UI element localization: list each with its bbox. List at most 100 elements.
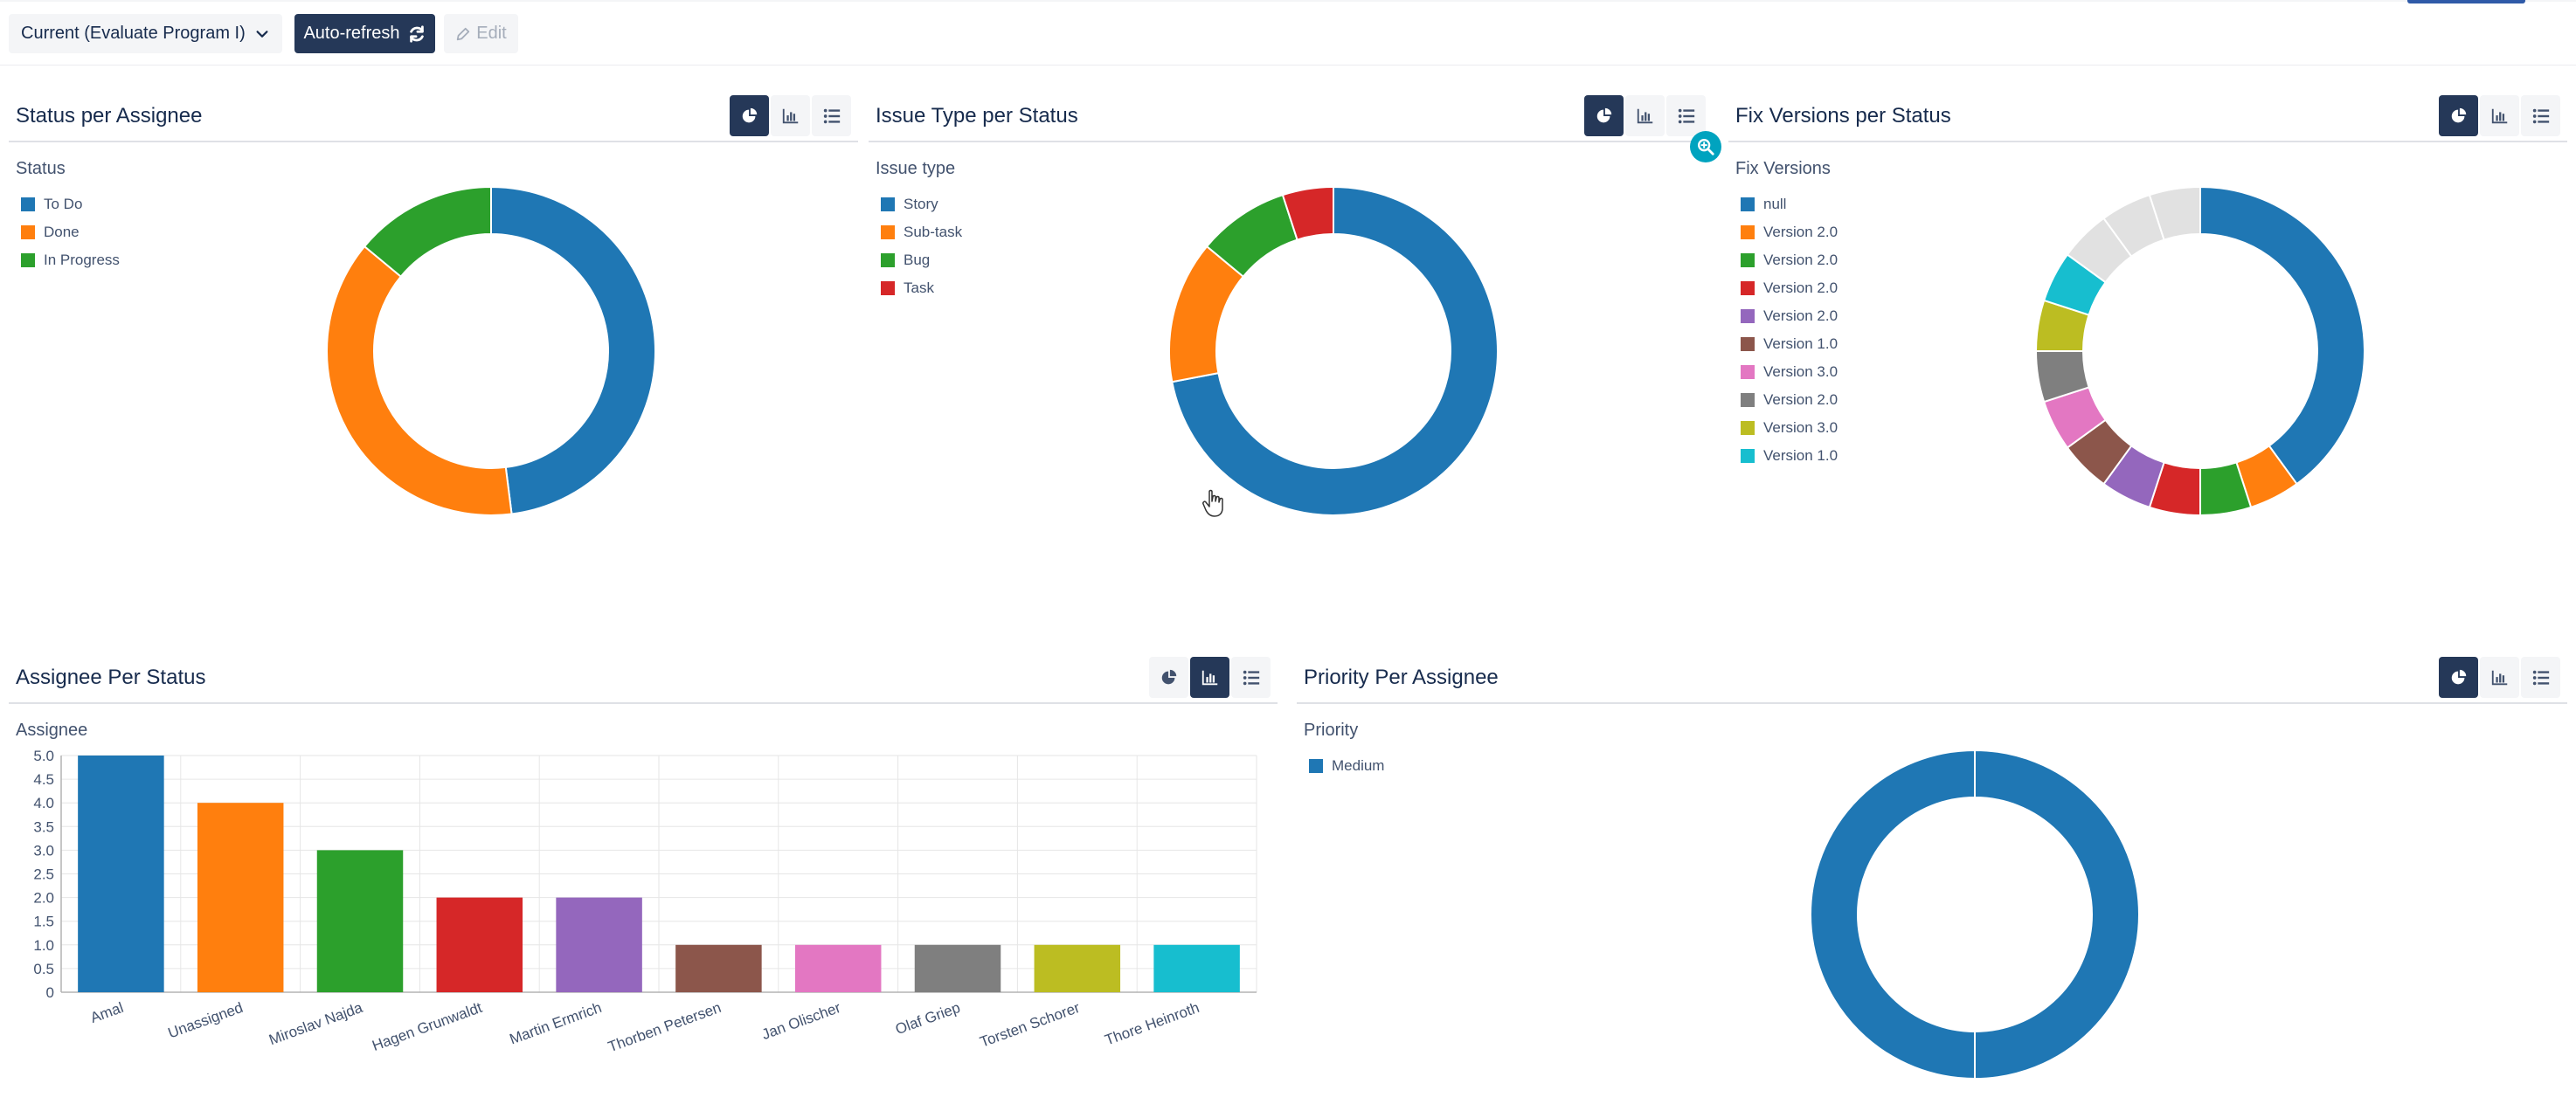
- x-tick-label: Martin Ermrich: [508, 999, 604, 1048]
- legend-swatch: [1741, 281, 1755, 295]
- refresh-icon: [409, 24, 424, 43]
- legend-swatch: [1741, 449, 1755, 463]
- legend-swatch: [1741, 337, 1755, 351]
- bar[interactable]: [436, 897, 523, 992]
- panel-header: Fix Versions per Status: [1728, 92, 2567, 142]
- view-pie-button[interactable]: [1149, 657, 1188, 698]
- list-icon: [1678, 108, 1694, 123]
- donut-slice[interactable]: [363, 185, 492, 278]
- donut-slice[interactable]: [1810, 749, 2140, 1080]
- panel-assignee-per-status: Assignee Per Status Assignee 5.0 4.5 4.0 3.…: [9, 653, 1278, 1118]
- zoom-button[interactable]: [1690, 131, 1721, 162]
- legend-label: Version 2.0: [1763, 307, 1839, 324]
- view-list-button[interactable]: [1666, 95, 1706, 136]
- panel-fix-versions-per-status: Fix Versions per Status Fix Versions nul…: [1728, 92, 2567, 581]
- view-bar-button[interactable]: [1625, 95, 1665, 136]
- bar[interactable]: [78, 756, 164, 992]
- legend-item[interactable]: null: [1741, 190, 1838, 218]
- bar[interactable]: [197, 803, 284, 992]
- pencil-icon: [457, 27, 470, 40]
- view-pie-button[interactable]: [730, 95, 769, 136]
- panel-header: Status per Assignee: [9, 92, 858, 142]
- view-list-button[interactable]: [812, 95, 851, 136]
- legend-swatch: [1741, 253, 1755, 267]
- bar[interactable]: [794, 944, 882, 992]
- donut-slice[interactable]: [1281, 185, 1334, 241]
- donut-slice[interactable]: [1171, 185, 1499, 516]
- chart-legend: To Do Done In Progress: [21, 190, 120, 274]
- view-pie-button[interactable]: [2439, 657, 2478, 698]
- legend-label: Version 3.0: [1763, 363, 1839, 380]
- view-bar-button[interactable]: [1190, 657, 1229, 698]
- pie-chart-icon: [2451, 107, 2466, 122]
- donut-chart: [326, 185, 657, 516]
- legend-item[interactable]: To Do: [21, 190, 120, 218]
- legend-item[interactable]: Medium: [1309, 752, 1384, 780]
- legend-item[interactable]: Sub-task: [881, 218, 962, 246]
- view-pie-button[interactable]: [2439, 95, 2478, 136]
- legend-item[interactable]: Version 2.0: [1741, 218, 1838, 246]
- legend-swatch: [1741, 421, 1755, 435]
- legend-item[interactable]: Version 2.0: [1741, 246, 1838, 274]
- legend-label: Version 2.0: [1763, 252, 1839, 268]
- view-pie-button[interactable]: [1584, 95, 1624, 136]
- legend-item[interactable]: Version 2.0: [1741, 302, 1838, 330]
- panel-title: Fix Versions per Status: [1735, 104, 1951, 128]
- donut-slice[interactable]: [2199, 185, 2365, 486]
- bar[interactable]: [1034, 944, 1121, 992]
- legend-item[interactable]: Done: [21, 218, 120, 246]
- list-icon: [2532, 108, 2549, 123]
- chart-group-label: Fix Versions: [1735, 159, 1831, 178]
- edit-button[interactable]: Edit: [444, 14, 518, 53]
- legend-item[interactable]: Version 3.0: [1741, 414, 1838, 442]
- x-tick-label: Jan Olischer: [759, 999, 843, 1043]
- bar[interactable]: [556, 897, 642, 992]
- chart-group-label: Issue type: [876, 159, 956, 178]
- legend-label: Version 1.0: [1763, 447, 1839, 464]
- filter-select[interactable]: Current (Evaluate Program I): [9, 14, 282, 53]
- view-list-button[interactable]: [2521, 657, 2560, 698]
- legend-label: Version 2.0: [1763, 224, 1839, 240]
- view-bar-button[interactable]: [2480, 95, 2519, 136]
- bar[interactable]: [914, 944, 1001, 992]
- view-bar-button[interactable]: [2480, 657, 2519, 698]
- legend-item[interactable]: Version 3.0: [1741, 358, 1838, 386]
- legend-label: To Do: [44, 196, 83, 212]
- zoom-in-icon: [1698, 139, 1714, 155]
- view-list-button[interactable]: [1231, 657, 1271, 698]
- view-list-button[interactable]: [2521, 95, 2560, 136]
- legend-label: Task: [904, 280, 934, 296]
- legend-item[interactable]: In Progress: [21, 246, 120, 274]
- legend-label: Story: [904, 196, 938, 212]
- panel-title: Status per Assignee: [16, 104, 203, 128]
- bar[interactable]: [1153, 944, 1240, 992]
- legend-item[interactable]: Version 1.0: [1741, 442, 1838, 470]
- bar[interactable]: [675, 944, 762, 992]
- legend-item[interactable]: Story: [881, 190, 962, 218]
- bar[interactable]: [316, 850, 404, 992]
- donut-slice[interactable]: [490, 185, 657, 515]
- x-tick-label: Olaf Griep: [893, 999, 962, 1038]
- donut-chart: [2034, 185, 2365, 517]
- panel-header: Assignee Per Status: [9, 653, 1278, 704]
- auto-refresh-button[interactable]: Auto-refresh: [294, 14, 435, 53]
- bar-chart: 5.0 4.5 4.0 3.5 3.0 2.5 2.0 1.5 1.0 0.5 0 Amal Unass…: [33, 748, 1257, 1055]
- legend-item[interactable]: Task: [881, 274, 962, 302]
- view-bar-button[interactable]: [771, 95, 810, 136]
- auto-refresh-label: Auto-refresh: [303, 24, 400, 43]
- view-toggle: [2439, 657, 2560, 698]
- legend-swatch: [21, 225, 35, 239]
- legend-swatch: [1741, 225, 1755, 239]
- legend-item[interactable]: Bug: [881, 246, 962, 274]
- y-tick-label: 1.5: [33, 914, 54, 930]
- list-icon: [823, 108, 840, 123]
- legend-item[interactable]: Version 2.0: [1741, 386, 1838, 414]
- donut-slice[interactable]: [326, 245, 513, 516]
- y-tick-label: 3.5: [33, 818, 54, 835]
- legend-swatch: [881, 253, 895, 267]
- legend-item[interactable]: Version 1.0: [1741, 330, 1838, 358]
- donut-slice[interactable]: [2148, 185, 2201, 241]
- y-tick-label: 3.0: [33, 842, 54, 859]
- legend-item[interactable]: Version 2.0: [1741, 274, 1838, 302]
- legend-label: Sub-task: [904, 224, 963, 240]
